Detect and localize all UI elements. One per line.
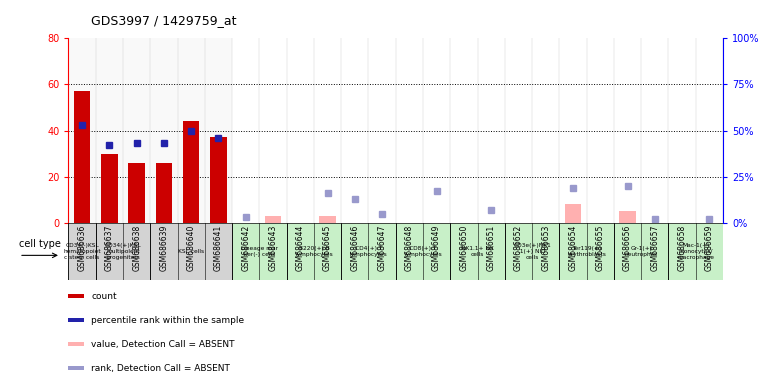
Text: GSM686649: GSM686649 <box>432 225 441 271</box>
Text: GSM686651: GSM686651 <box>487 225 495 271</box>
Text: CD3e(+)NK1
.1(+) NKT
cells: CD3e(+)NK1 .1(+) NKT cells <box>513 243 551 260</box>
Bar <box>150 38 177 223</box>
Bar <box>68 366 84 370</box>
Text: GSM686642: GSM686642 <box>241 225 250 271</box>
Bar <box>68 223 96 280</box>
Text: GSM686641: GSM686641 <box>214 225 223 271</box>
Text: KSL cells: KSL cells <box>178 249 204 254</box>
Text: GSM686636: GSM686636 <box>78 225 87 271</box>
Text: GSM686656: GSM686656 <box>623 225 632 271</box>
Bar <box>232 223 287 280</box>
Bar <box>265 216 281 223</box>
Text: CD34(+)KSL
multipolent
progenitors: CD34(+)KSL multipolent progenitors <box>105 243 142 260</box>
Text: CD4(+) T
lymphocytes: CD4(+) T lymphocytes <box>349 246 387 257</box>
Bar <box>123 38 151 223</box>
Text: rank, Detection Call = ABSENT: rank, Detection Call = ABSENT <box>91 364 230 372</box>
Bar <box>614 223 668 280</box>
Text: value, Detection Call = ABSENT: value, Detection Call = ABSENT <box>91 340 235 349</box>
Bar <box>129 163 145 223</box>
Text: GSM686659: GSM686659 <box>705 225 714 271</box>
Text: count: count <box>91 292 117 301</box>
Text: GSM686654: GSM686654 <box>568 225 578 271</box>
Text: GSM686647: GSM686647 <box>377 225 387 271</box>
Bar <box>183 121 199 223</box>
Bar <box>565 204 581 223</box>
Bar <box>101 154 117 223</box>
Bar <box>451 223 505 280</box>
Bar <box>96 38 123 223</box>
Text: GSM686655: GSM686655 <box>596 225 605 271</box>
Bar <box>341 223 396 280</box>
Bar <box>205 38 232 223</box>
Bar <box>156 163 172 223</box>
Bar <box>210 137 227 223</box>
Bar <box>559 223 614 280</box>
Text: GSM686646: GSM686646 <box>350 225 359 271</box>
Text: Ter119(+)
erythroblasts: Ter119(+) erythroblasts <box>567 246 606 257</box>
Text: CD34(-)KSL
hematopoiet
c stem cells: CD34(-)KSL hematopoiet c stem cells <box>63 243 101 260</box>
Text: GSM686653: GSM686653 <box>541 225 550 271</box>
Text: GSM686638: GSM686638 <box>132 225 141 271</box>
Bar <box>68 342 84 346</box>
Text: GSM686648: GSM686648 <box>405 225 414 271</box>
Bar <box>74 91 91 223</box>
Bar <box>320 216 336 223</box>
Bar <box>396 223 451 280</box>
Text: GSM686639: GSM686639 <box>160 225 168 271</box>
Bar <box>96 223 150 280</box>
Text: GSM686640: GSM686640 <box>186 225 196 271</box>
Text: percentile rank within the sample: percentile rank within the sample <box>91 316 244 324</box>
Text: GDS3997 / 1429759_at: GDS3997 / 1429759_at <box>91 14 237 27</box>
Bar <box>177 38 205 223</box>
Text: B220(+) B
lymphocytes: B220(+) B lymphocytes <box>295 246 333 257</box>
Text: Lineage mar
ker(-) cells: Lineage mar ker(-) cells <box>241 246 278 257</box>
Bar <box>287 223 341 280</box>
Text: CD8(+) T
lymphocytes: CD8(+) T lymphocytes <box>404 246 442 257</box>
Bar <box>68 318 84 322</box>
Text: GSM686637: GSM686637 <box>105 225 114 271</box>
Text: GSM686658: GSM686658 <box>677 225 686 271</box>
Bar <box>68 294 84 298</box>
Bar <box>505 223 559 280</box>
Text: GSM686645: GSM686645 <box>323 225 332 271</box>
Text: Gr-1(+)
neutrophils: Gr-1(+) neutrophils <box>625 246 658 257</box>
Bar <box>668 223 723 280</box>
Bar <box>68 38 96 223</box>
Text: GSM686643: GSM686643 <box>269 225 278 271</box>
Text: NK1.1+ NK
cells: NK1.1+ NK cells <box>461 246 494 257</box>
Bar <box>619 211 635 223</box>
Text: Mac-1(+)
monocytes/
macrophage: Mac-1(+) monocytes/ macrophage <box>677 243 714 260</box>
Text: cell type: cell type <box>19 239 61 249</box>
Bar <box>150 223 232 280</box>
Text: GSM686652: GSM686652 <box>514 225 523 271</box>
Text: GSM686650: GSM686650 <box>460 225 468 271</box>
Text: GSM686657: GSM686657 <box>651 225 659 271</box>
Text: GSM686644: GSM686644 <box>296 225 304 271</box>
